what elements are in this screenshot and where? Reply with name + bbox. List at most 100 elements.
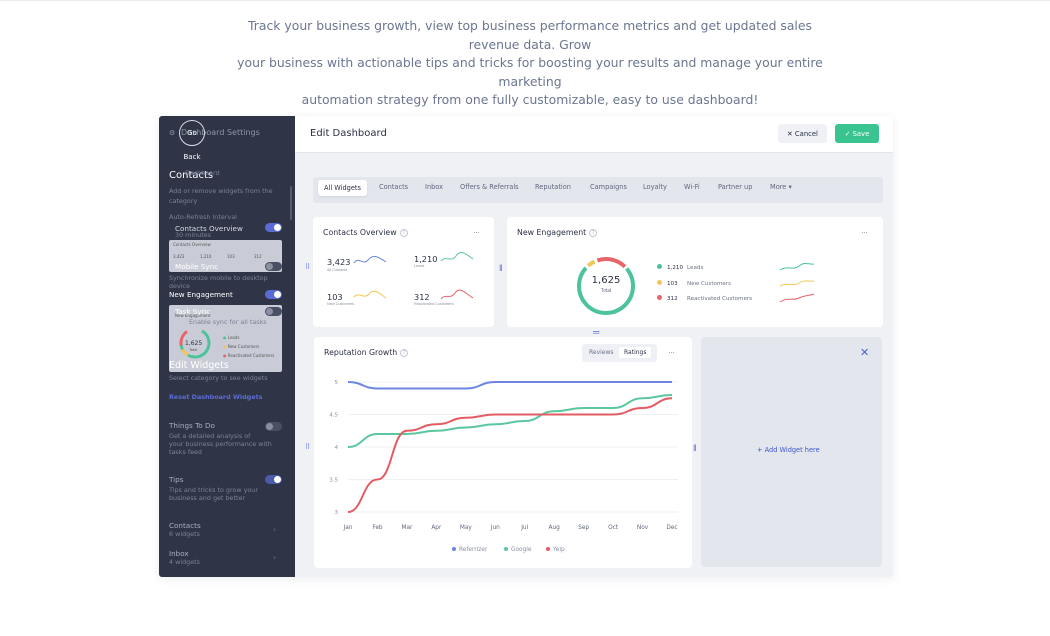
series-line-referrizer (347, 381, 672, 390)
tab-reputation[interactable]: Reputation (535, 183, 571, 191)
tab-inbox[interactable]: Inbox (425, 183, 444, 191)
contacts-overview-title: Contacts Overview? (323, 228, 408, 237)
inbox-chevron-icon[interactable]: › (273, 553, 277, 562)
contacts-chevron-icon[interactable]: › (273, 525, 277, 534)
tab-loyalty[interactable]: Loyalty (643, 183, 667, 191)
tips-toggle[interactable] (265, 475, 282, 484)
tab-offers-referrals[interactable]: Offers & Referrals (460, 183, 519, 191)
resize-handle-icon[interactable]: ‖ (499, 263, 503, 273)
x-tick-label: Jan (343, 525, 353, 531)
mobile-sync-desc: Synchronize mobile to desktop (169, 274, 268, 282)
contacts-overview-toggle-label: Contacts Overview (175, 224, 243, 233)
edit-widgets-desc: Select category to see widgets (169, 374, 268, 382)
sidebar-scrollbar[interactable] (290, 186, 292, 220)
thumb-value-1: 3,423 (173, 254, 185, 259)
sparkline-leads (440, 252, 474, 262)
contacts-nav-label[interactable]: Contacts (169, 521, 201, 530)
engagement-thumb-row-1: ● Leads (223, 335, 240, 340)
legend-dot-icon (657, 264, 662, 269)
legend-label: Yelp (552, 547, 565, 553)
top-divider (0, 0, 1050, 1)
reputation-line-chart: 5 4.5 4 3.5 3 Jan Feb Mar Apr May Jun Jul Aug Sep Oct N… (329, 380, 678, 553)
sidebar-desc-2: category (169, 197, 198, 205)
engagement-thumb-ring (179, 327, 211, 359)
tips-desc-2: business and get better (169, 494, 246, 502)
contacts-overview-thumbnail[interactable]: Contacts Overview 3,423 1,210 103 312 (169, 240, 282, 272)
resize-handle-icon[interactable]: ‖ (693, 443, 697, 453)
contacts-overview-card[interactable]: Contacts Overview? ··· 3,423 All Contact… (313, 217, 494, 327)
widget-tabs: All Widgets Contacts Inbox Offers & Refe… (313, 177, 883, 203)
engagement-total-label: Total (600, 288, 612, 294)
x-tick-label: Mar (401, 525, 413, 531)
more-menu-icon[interactable]: ··· (861, 227, 868, 237)
donut-segment-leads (577, 257, 635, 315)
engagement-new-label: New Customers (687, 281, 732, 287)
engagement-thumb-total: 1,625 (185, 340, 203, 347)
engagement-total-value: 1,625 (591, 275, 621, 286)
help-icon[interactable]: ? (399, 229, 408, 237)
reputation-title-text: Reputation Growth (324, 348, 398, 357)
sub-dashboard-label: Dashboard (185, 169, 220, 177)
inbox-nav-label[interactable]: Inbox (169, 549, 189, 558)
tab-partner-up[interactable]: Partner up (718, 183, 753, 191)
tab-campaigns[interactable]: Campaigns (590, 183, 627, 191)
legend-dot-icon (452, 547, 456, 551)
x-tick-label: Jun (490, 525, 500, 531)
auto-refresh-value[interactable]: 30 minutes (175, 231, 212, 239)
new-engagement-toggle[interactable] (265, 290, 282, 299)
task-sync-label: Task Sync (175, 307, 211, 316)
tab-contacts[interactable]: Contacts (379, 183, 409, 191)
thumb-value-3: 103 (227, 254, 235, 259)
tab-wifi[interactable]: Wi-Fi (684, 183, 700, 191)
things-to-do-label: Things To Do (169, 421, 215, 430)
y-tick-label: 3 (335, 510, 339, 516)
sparkline-all-contacts (353, 255, 387, 264)
new-engagement-thumbnail[interactable]: New Engagement 1,625 Total ● Leads ● New… (169, 305, 282, 372)
things-desc-3: tasks feed (169, 448, 202, 456)
leads-label: Leads (414, 264, 425, 268)
reset-widgets-link[interactable]: Reset Dashboard Widgets (169, 393, 263, 401)
thumb-value-4: 312 (254, 254, 262, 259)
go-back-button[interactable]: Go Back (179, 120, 205, 161)
add-widget-button[interactable]: + Add Widget here (757, 446, 820, 454)
engagement-row-leads: 1,210 Leads (657, 264, 703, 271)
contacts-overview-toggle[interactable] (265, 223, 282, 232)
tab-all-widgets[interactable]: All Widgets (318, 180, 367, 196)
things-desc-1: Get a detailed analysis of (169, 432, 251, 440)
add-widget-panel[interactable]: ✕ + Add Widget here (701, 337, 882, 567)
new-customers-value: 103 (327, 292, 343, 302)
tips-label: Tips (169, 475, 184, 484)
task-sync-toggle[interactable] (265, 307, 282, 316)
legend-dot-icon (546, 547, 550, 551)
new-engagement-card[interactable]: New Engagement? ··· 1,625 Total 1,210 Lea… (507, 217, 883, 327)
mobile-sync-toggle[interactable] (265, 262, 282, 271)
help-icon[interactable]: ? (589, 229, 598, 237)
drag-handle-icon[interactable]: ⠿ (305, 264, 311, 271)
engagement-row-new-customers: 103 New Customers (657, 280, 731, 287)
legend-dot-icon (504, 547, 508, 551)
contacts-overview-title-text: Contacts Overview (323, 228, 397, 237)
more-menu-icon[interactable]: ··· (473, 227, 480, 237)
things-to-do-toggle[interactable] (265, 422, 282, 431)
drag-handle-icon[interactable]: ⠿ (305, 444, 311, 451)
more-menu-icon[interactable]: ··· (668, 347, 675, 357)
intro-line-2: your business with actionable tips and t… (237, 55, 823, 89)
engagement-leads-label: Leads (687, 265, 704, 271)
auto-refresh-label: Auto-Refresh Interval (169, 213, 237, 221)
x-tick-label: May (460, 525, 473, 531)
y-tick-label: 4.5 (329, 413, 338, 419)
row-resize-handle-icon[interactable]: ═ (593, 327, 600, 337)
engagement-thumb-label-3: Reactivated Customers (227, 353, 275, 358)
tips-desc-1: Tips and tricks to grow your (169, 486, 258, 494)
mobile-sync-desc-2: device (169, 282, 190, 290)
help-icon[interactable]: ? (400, 349, 409, 357)
tab-more[interactable]: More ▾ (770, 183, 792, 191)
reviews-toggle[interactable]: Reviews (589, 349, 614, 356)
reputation-growth-card[interactable]: Reputation Growth? Reviews Ratings ··· 5… (314, 337, 692, 568)
legend-dot-icon (657, 280, 662, 285)
things-desc-2: your business performance with (169, 440, 272, 448)
cancel-button[interactable]: ✕ Cancel (778, 124, 827, 143)
close-icon[interactable]: ✕ (860, 347, 870, 359)
save-button[interactable]: ✓ Save (835, 124, 879, 143)
ratings-toggle[interactable]: Ratings (619, 347, 652, 358)
